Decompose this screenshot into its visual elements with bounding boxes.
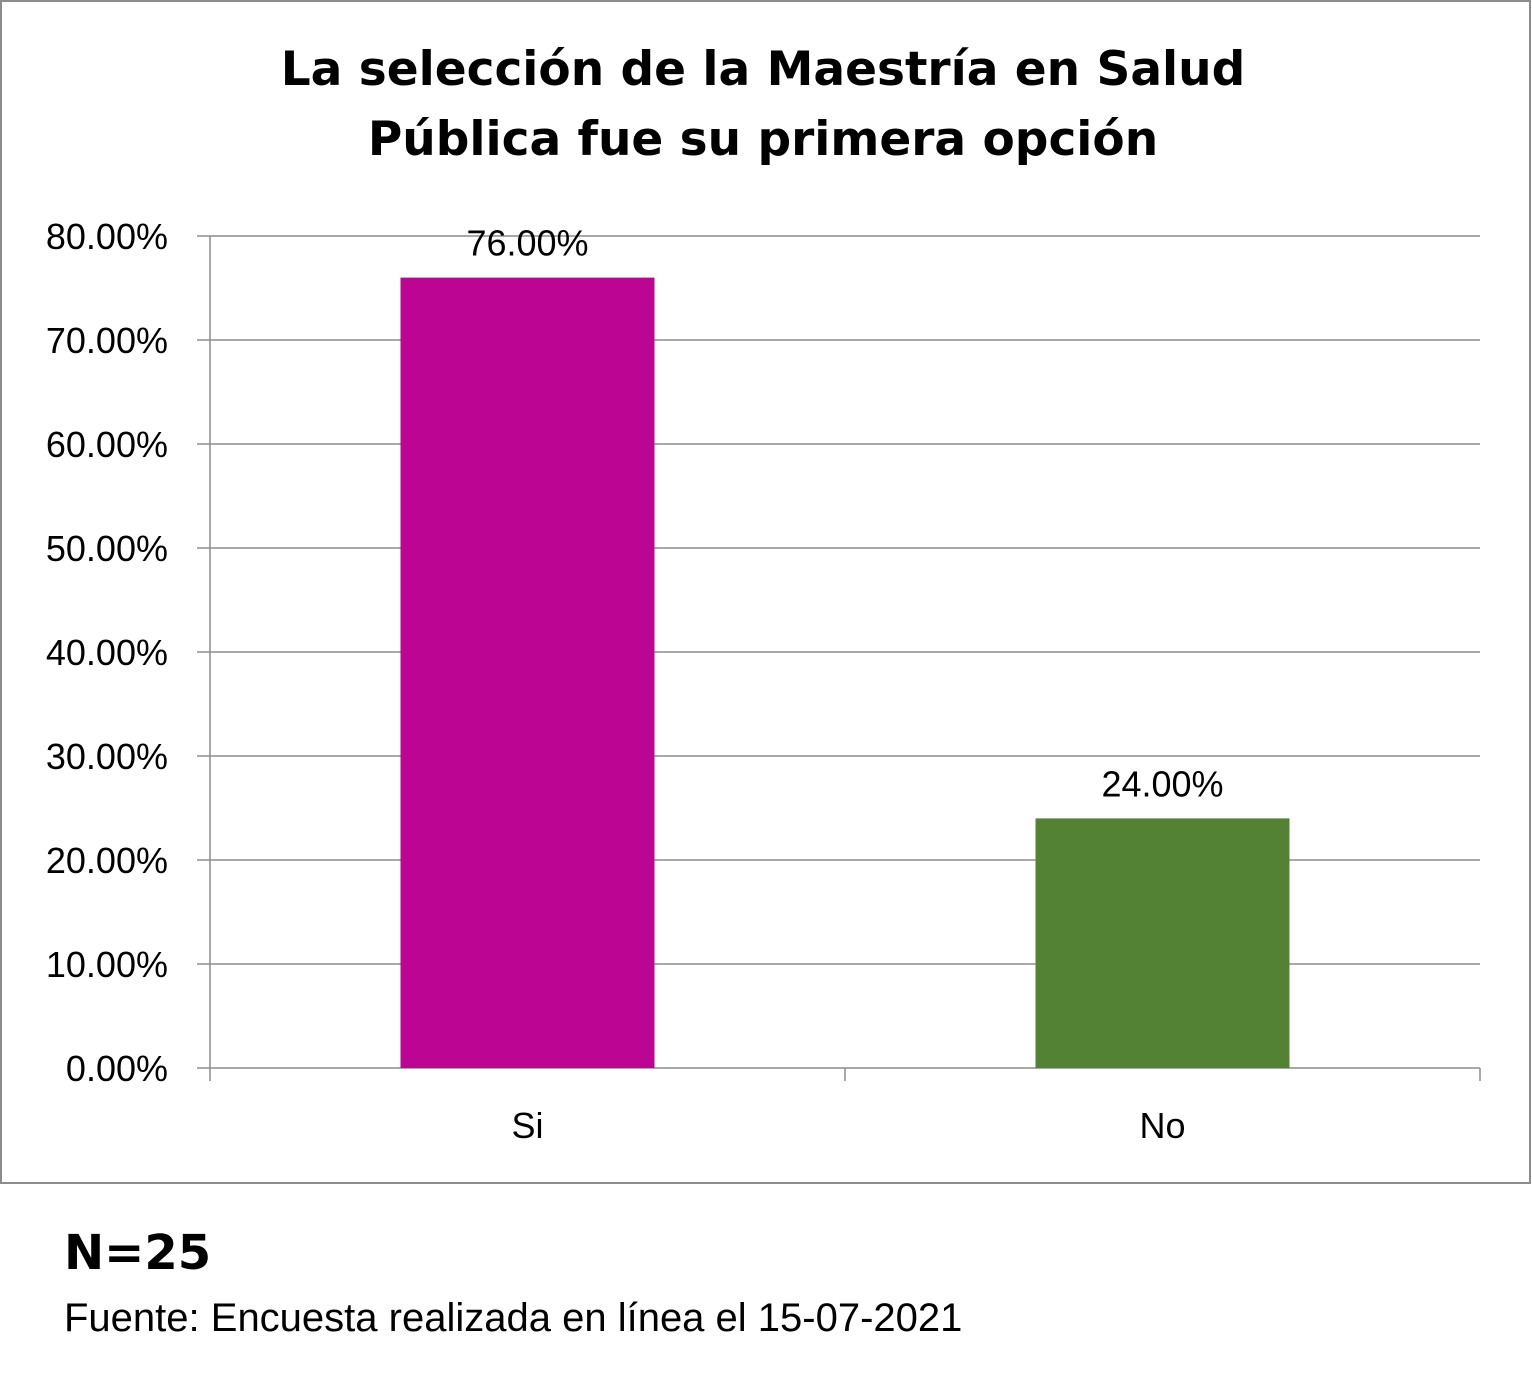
y-tick-label: 30.00%	[46, 736, 168, 777]
y-tick-label: 20.00%	[46, 840, 168, 881]
sample-size-note: N=25	[64, 1225, 212, 1281]
x-category-label: No	[1139, 1105, 1185, 1146]
y-tick-label: 40.00%	[46, 632, 168, 673]
chart-border	[0, 0, 1531, 1184]
y-tick-label: 80.00%	[46, 216, 168, 257]
x-category-label: Si	[511, 1105, 543, 1146]
data-label: 24.00%	[1101, 763, 1223, 804]
data-label: 76.00%	[466, 223, 588, 264]
y-tick-label: 70.00%	[46, 320, 168, 361]
source-note: Fuente: Encuesta realizada en línea el 1…	[64, 1296, 963, 1340]
bar-si	[400, 277, 655, 1069]
chart-title-line-1: La selección de la Maestría en Salud	[281, 42, 1246, 97]
chart-title-line-2: Pública fue su primera opción	[368, 112, 1158, 167]
y-tick-label: 50.00%	[46, 528, 168, 569]
bar-no	[1035, 818, 1290, 1068]
y-tick-label: 10.00%	[46, 944, 168, 985]
y-tick-label: 60.00%	[46, 424, 168, 465]
bar-chart: La selección de la Maestría en Salud Púb…	[0, 0, 1531, 1184]
y-tick-label: 0.00%	[66, 1048, 168, 1089]
